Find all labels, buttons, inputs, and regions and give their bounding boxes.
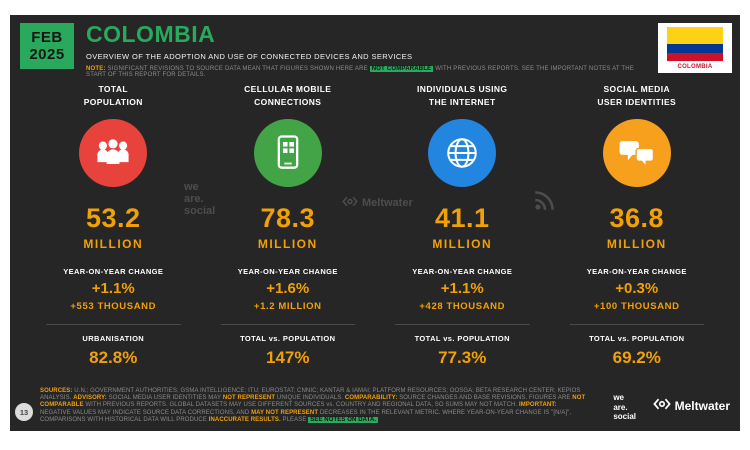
sources-note: SOURCES: U.N.; GOVERNMENT AUTHORITIES; G… <box>40 388 586 423</box>
note-highlight: NOT COMPARABLE <box>369 66 434 72</box>
secondary-value: 69.2% <box>612 348 661 367</box>
yoy-percent: +0.3% <box>615 280 659 297</box>
secondary-label: TOTAL vs. POPULATION <box>414 334 510 343</box>
date-year: 2025 <box>29 46 65 63</box>
flag-label: COLOMBIA <box>677 64 713 70</box>
secondary-label: TOTAL vs. POPULATION <box>589 334 685 343</box>
yoy-percent: +1.6% <box>266 280 310 297</box>
note-text-post: WITH PREVIOUS REPORTS. SEE THE IMPORTANT… <box>86 66 635 78</box>
header-text: COLOMBIA OVERVIEW OF THE ADOPTION AND US… <box>86 21 650 78</box>
flag-stripe-yellow <box>667 27 723 44</box>
stat-heading: TOTAL POPULATION <box>83 84 143 107</box>
stat-unit: MILLION <box>432 237 493 251</box>
stat-heading: SOCIAL MEDIA USER IDENTITIES <box>597 84 677 107</box>
page-title: COLOMBIA <box>86 21 216 47</box>
stat-heading: CELLULAR MOBILE CONNECTIONS <box>244 84 332 107</box>
secondary-label: TOTAL vs. POPULATION <box>240 334 336 343</box>
colombia-flag <box>667 27 723 61</box>
meltwater-logo: Meltwater <box>652 397 730 414</box>
note-label: NOTE: <box>86 66 106 72</box>
header-note: NOTE: SIGNIFICANT REVISIONS TO SOURCE DA… <box>86 66 650 78</box>
broadcast-icon <box>532 187 558 218</box>
yoy-percent: +1.1% <box>440 280 484 297</box>
yoy-label: YEAR-ON-YEAR CHANGE <box>237 267 338 276</box>
page-subtitle: OVERVIEW OF THE ADOPTION AND USE OF CONN… <box>86 52 413 61</box>
yoy-absolute: +553 THOUSAND <box>70 301 157 312</box>
stats-grid: TOTAL POPULATION 53.2 MILLION YEAR-ON-YE… <box>10 83 740 383</box>
header: FEB 2025 COLOMBIA OVERVIEW OF THE ADOPTI… <box>10 15 740 81</box>
chat-bubbles-icon <box>602 119 671 187</box>
stat-value: 78.3 <box>260 203 316 233</box>
stat-value: 41.1 <box>434 203 490 233</box>
meltwater-logo-icon <box>342 195 358 211</box>
date-month: FEB <box>31 28 63 46</box>
divider <box>220 324 355 325</box>
colombia-flag-card: COLOMBIA <box>658 23 732 73</box>
note-text-pre: SIGNIFICANT REVISIONS TO SOURCE DATA MEA… <box>105 66 370 72</box>
globe-icon <box>428 119 497 187</box>
people-icon <box>79 119 148 187</box>
stat-unit: MILLION <box>606 237 667 251</box>
stat-cellular-mobile-connections: CELLULAR MOBILE CONNECTIONS 78.3 MILLION <box>201 83 376 383</box>
stat-social-media-user-identities: SOCIAL MEDIA USER IDENTITIES 36.8 MILLIO… <box>550 83 725 383</box>
secondary-label: URBANISATION <box>82 334 145 343</box>
divider <box>395 324 530 325</box>
stat-total-population: TOTAL POPULATION 53.2 MILLION YEAR-ON-YE… <box>26 83 201 383</box>
stat-unit: MILLION <box>83 237 144 251</box>
yoy-label: YEAR-ON-YEAR CHANGE <box>412 267 513 276</box>
flag-stripe-blue <box>667 44 723 53</box>
yoy-label: YEAR-ON-YEAR CHANGE <box>63 267 164 276</box>
stat-heading: INDIVIDUALS USING THE INTERNET <box>417 84 508 107</box>
we-are-social-watermark: we are. social <box>184 181 216 218</box>
yoy-percent: +1.1% <box>91 280 135 297</box>
page-number: 13 <box>15 403 33 421</box>
slide: FEB 2025 COLOMBIA OVERVIEW OF THE ADOPTI… <box>10 15 740 431</box>
meltwater-watermark: Meltwater <box>342 195 413 211</box>
yoy-absolute: +100 THOUSAND <box>593 301 680 312</box>
yoy-label: YEAR-ON-YEAR CHANGE <box>586 267 687 276</box>
flag-stripe-red <box>667 52 723 61</box>
stat-unit: MILLION <box>257 237 318 251</box>
date-badge: FEB 2025 <box>20 23 74 69</box>
secondary-value: 147% <box>266 348 310 367</box>
divider <box>569 324 704 325</box>
stat-value: 36.8 <box>609 203 665 233</box>
stat-value: 53.2 <box>85 203 141 233</box>
yoy-absolute: +428 THOUSAND <box>419 301 506 312</box>
meltwater-logo-icon <box>652 397 671 414</box>
we-are-social-logo: we are. social <box>613 393 636 421</box>
mobile-phone-icon <box>253 119 322 187</box>
stat-individuals-using-internet: INDIVIDUALS USING THE INTERNET 41.1 MILL… <box>375 83 550 383</box>
secondary-value: 82.8% <box>89 348 138 367</box>
yoy-absolute: +1.2 MILLION <box>253 301 322 312</box>
secondary-value: 77.3% <box>438 348 487 367</box>
divider <box>46 324 181 325</box>
